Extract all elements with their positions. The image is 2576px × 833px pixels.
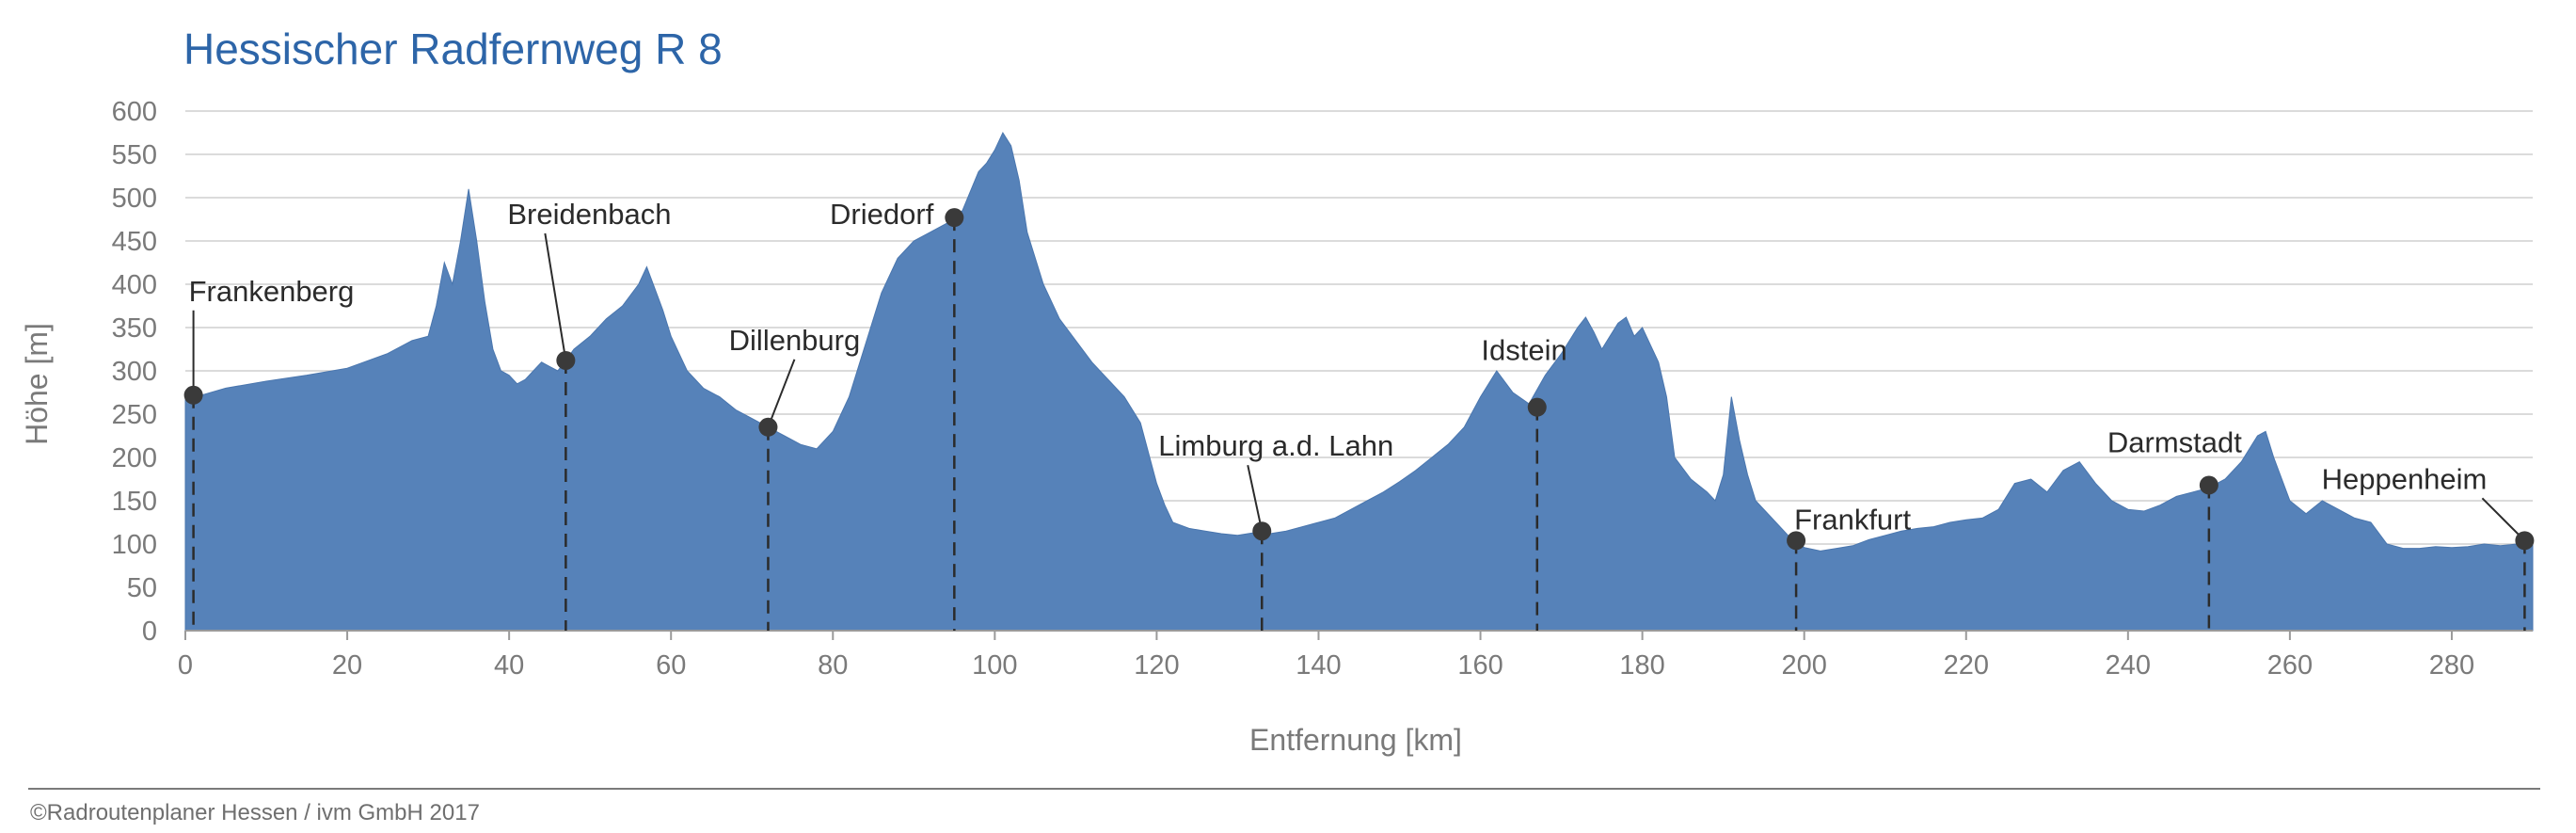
x-tick-label: 220: [1944, 650, 1989, 681]
place-markers: Frankenberg Breidenbach Dillenburg Driedorf…: [183, 198, 2535, 631]
elevation-area: [184, 131, 2534, 632]
place-label: Heppenheim: [2322, 462, 2488, 495]
x-axis-ticks: 0 20 40 60 80 100 120 140 160 180 200 220 240 260 280: [178, 631, 2474, 681]
place-label: Idstein: [1481, 334, 1566, 367]
y-tick-label: 150: [112, 487, 157, 517]
y-tick-label: 600: [112, 97, 157, 127]
place-dot: [2199, 475, 2218, 495]
place-label: Dillenburg: [729, 324, 861, 357]
x-tick-label: 0: [178, 650, 193, 681]
y-tick-label: 50: [127, 573, 157, 603]
y-tick-label: 350: [112, 313, 157, 344]
y-axis-ticks: 0 50 100 150 200 250 300 350 400 450 500 550 600: [112, 97, 157, 647]
y-tick-label: 0: [142, 617, 157, 647]
place-label: Frankfurt: [1794, 503, 1911, 536]
x-tick-label: 160: [1457, 650, 1503, 681]
place-dot: [2515, 531, 2535, 551]
x-axis-label: Entfernung [km]: [1249, 723, 1462, 757]
x-tick-label: 180: [1619, 650, 1664, 681]
place-leader: [1247, 464, 1264, 532]
place-leader: [767, 359, 796, 428]
x-tick-label: 100: [972, 650, 1017, 681]
x-tick-label: 280: [2429, 650, 2474, 681]
place-label: Driedorf: [830, 198, 934, 231]
place-dot: [945, 208, 964, 228]
place-dot: [556, 350, 576, 370]
place-label: Limburg a.d. Lahn: [1158, 429, 1393, 462]
x-tick-label: 60: [656, 650, 686, 681]
y-tick-label: 200: [112, 443, 157, 473]
x-tick-label: 120: [1134, 650, 1179, 681]
x-tick-label: 260: [2267, 650, 2313, 681]
y-tick-label: 400: [112, 270, 157, 300]
place-dot: [183, 385, 203, 405]
place-label: Breidenbach: [507, 198, 671, 231]
place-dot: [1252, 521, 1272, 541]
x-tick-label: 80: [818, 650, 848, 681]
place-dot: [1527, 397, 1547, 417]
x-tick-label: 140: [1296, 650, 1341, 681]
y-tick-label: 500: [112, 184, 157, 214]
place-label: Frankenberg: [189, 275, 355, 308]
place-label: Darmstadt: [2107, 425, 2242, 458]
chart-title: Hessischer Radfernweg R 8: [183, 24, 723, 73]
place-leader: [544, 232, 567, 361]
x-tick-label: 20: [332, 650, 362, 681]
x-tick-label: 40: [494, 650, 524, 681]
y-tick-label: 550: [112, 140, 157, 170]
y-tick-label: 300: [112, 357, 157, 387]
y-tick-label: 100: [112, 530, 157, 560]
y-tick-label: 450: [112, 227, 157, 257]
place-dot: [758, 417, 778, 437]
y-axis-label: Höhe [m]: [20, 323, 54, 445]
place-dot: [1787, 531, 1806, 551]
copyright-footer: ©Radroutenplaner Hessen / ivm GmbH 2017: [30, 800, 480, 825]
place-leader: [2481, 497, 2526, 542]
x-tick-label: 200: [1781, 650, 1826, 681]
x-tick-label: 240: [2106, 650, 2151, 681]
y-tick-label: 250: [112, 400, 157, 430]
